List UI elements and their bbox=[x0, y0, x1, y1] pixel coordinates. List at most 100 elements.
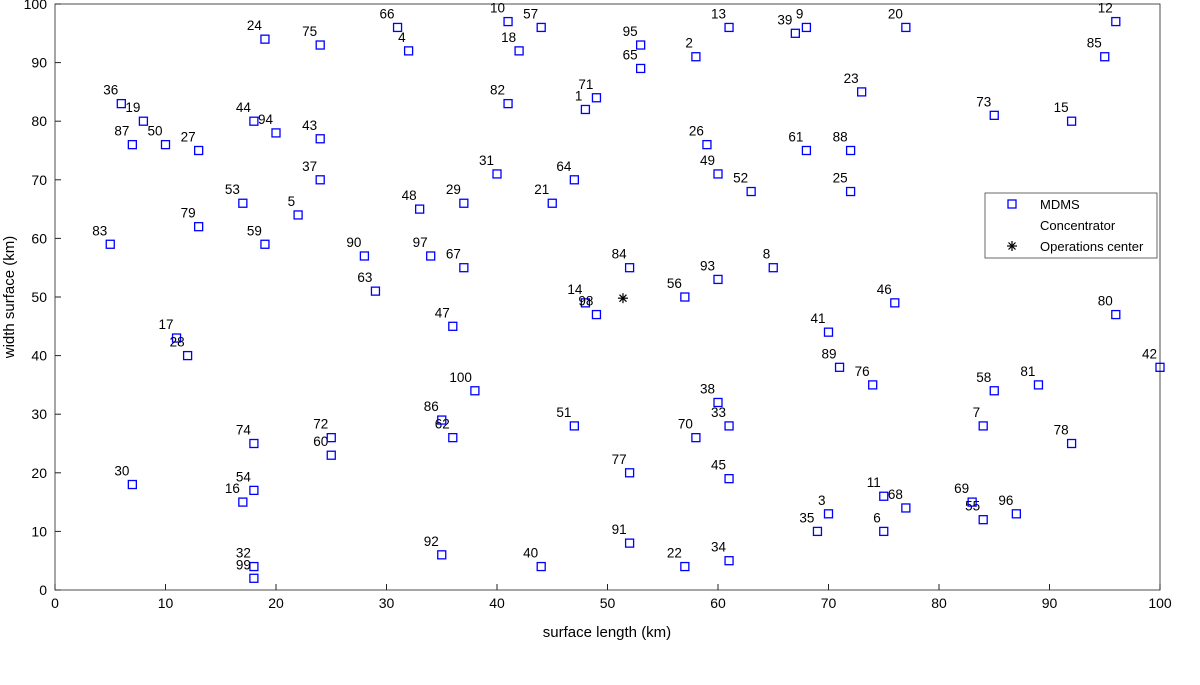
y-tick-label: 60 bbox=[31, 230, 47, 246]
point-label: 1 bbox=[575, 88, 583, 103]
x-axis-label: surface length (km) bbox=[543, 624, 671, 641]
data-point bbox=[514, 46, 524, 56]
data-point bbox=[260, 239, 270, 249]
point-label: 23 bbox=[844, 71, 859, 86]
y-tick-label: 10 bbox=[31, 523, 47, 539]
data-point bbox=[857, 87, 867, 97]
legend-label: Operations center bbox=[1040, 239, 1144, 254]
data-point bbox=[724, 22, 734, 33]
data-point bbox=[845, 145, 856, 156]
data-point bbox=[569, 421, 579, 431]
data-point bbox=[624, 538, 635, 548]
point-label: 20 bbox=[888, 6, 903, 21]
point-label: 76 bbox=[855, 364, 870, 379]
data-point bbox=[636, 63, 646, 74]
data-point bbox=[823, 509, 834, 519]
x-tick-label: 40 bbox=[489, 595, 505, 611]
point-label: 31 bbox=[479, 153, 494, 168]
point-label: 39 bbox=[777, 12, 792, 27]
x-tick-label: 10 bbox=[158, 595, 174, 611]
data-point bbox=[1011, 509, 1021, 519]
data-point bbox=[547, 198, 557, 208]
point-label: 28 bbox=[170, 335, 185, 350]
y-tick-label: 50 bbox=[31, 289, 47, 305]
point-label: 13 bbox=[711, 6, 726, 21]
data-point bbox=[624, 263, 635, 273]
point-label: 9 bbox=[796, 6, 804, 21]
data-point bbox=[249, 438, 259, 449]
data-point bbox=[713, 274, 723, 285]
star-stroke bbox=[1008, 242, 1016, 250]
data-point bbox=[459, 198, 469, 208]
data-point bbox=[746, 186, 756, 197]
point-label: 54 bbox=[236, 469, 252, 484]
data-point bbox=[1033, 380, 1044, 390]
data-point bbox=[989, 110, 999, 120]
point-label: 81 bbox=[1020, 364, 1035, 379]
data-point bbox=[580, 298, 591, 308]
point-label: 63 bbox=[357, 270, 372, 285]
point-label: 74 bbox=[236, 423, 252, 438]
y-tick-label: 30 bbox=[31, 406, 47, 422]
point-label: 52 bbox=[733, 171, 748, 186]
point-label: 65 bbox=[623, 47, 638, 62]
point-label: 98 bbox=[578, 294, 593, 309]
data-point bbox=[437, 415, 447, 425]
data-point bbox=[403, 46, 414, 56]
point-label: 11 bbox=[867, 475, 881, 490]
point-label: 36 bbox=[103, 83, 118, 98]
data-point bbox=[238, 497, 248, 507]
data-point bbox=[691, 432, 701, 443]
data-point bbox=[249, 116, 259, 126]
point-label: 96 bbox=[998, 493, 1013, 508]
point-label: 35 bbox=[799, 510, 814, 525]
point-label: 84 bbox=[612, 247, 628, 262]
data-point bbox=[492, 169, 502, 179]
data-point bbox=[812, 526, 823, 537]
data-point bbox=[901, 503, 911, 513]
point-label: 57 bbox=[523, 6, 538, 21]
point-label: 21 bbox=[534, 182, 549, 197]
data-point bbox=[580, 104, 591, 115]
data-point bbox=[293, 210, 303, 220]
point-label: 30 bbox=[114, 464, 129, 479]
point-label: 27 bbox=[181, 130, 196, 145]
x-tick-label: 50 bbox=[600, 595, 616, 611]
data-point bbox=[680, 292, 690, 302]
y-axis-label: width surface (km) bbox=[1, 236, 18, 360]
point-label: 97 bbox=[413, 235, 428, 250]
data-point bbox=[370, 286, 381, 296]
data-point bbox=[879, 526, 889, 537]
data-point bbox=[989, 386, 999, 396]
data-point bbox=[1100, 52, 1110, 62]
point-label: 19 bbox=[125, 100, 140, 115]
data-point bbox=[193, 222, 204, 232]
point-label: 75 bbox=[302, 24, 317, 39]
point-label: 51 bbox=[556, 405, 571, 420]
data-point bbox=[116, 98, 126, 109]
data-point bbox=[315, 134, 325, 144]
point-label: 5 bbox=[288, 194, 296, 209]
point-label: 56 bbox=[667, 276, 682, 291]
point-label: 34 bbox=[711, 540, 727, 555]
x-tick-label: 80 bbox=[931, 595, 947, 611]
data-point bbox=[569, 175, 579, 185]
x-tick-label: 0 bbox=[51, 595, 59, 611]
point-label: 24 bbox=[247, 18, 263, 33]
data-point bbox=[171, 333, 182, 343]
point-label: 26 bbox=[689, 124, 704, 139]
data-point bbox=[801, 22, 812, 33]
data-point bbox=[1066, 116, 1077, 126]
data-point bbox=[127, 479, 138, 490]
point-label: 72 bbox=[313, 417, 328, 432]
data-point bbox=[315, 175, 325, 185]
data-point bbox=[978, 515, 988, 525]
point-label: 14 bbox=[567, 282, 583, 297]
data-point bbox=[1111, 309, 1121, 320]
data-point bbox=[591, 93, 602, 103]
point-label: 7 bbox=[973, 405, 981, 420]
point-label: 91 bbox=[612, 522, 627, 537]
legend-label: Concentrator bbox=[1040, 218, 1116, 233]
data-point bbox=[182, 350, 193, 361]
